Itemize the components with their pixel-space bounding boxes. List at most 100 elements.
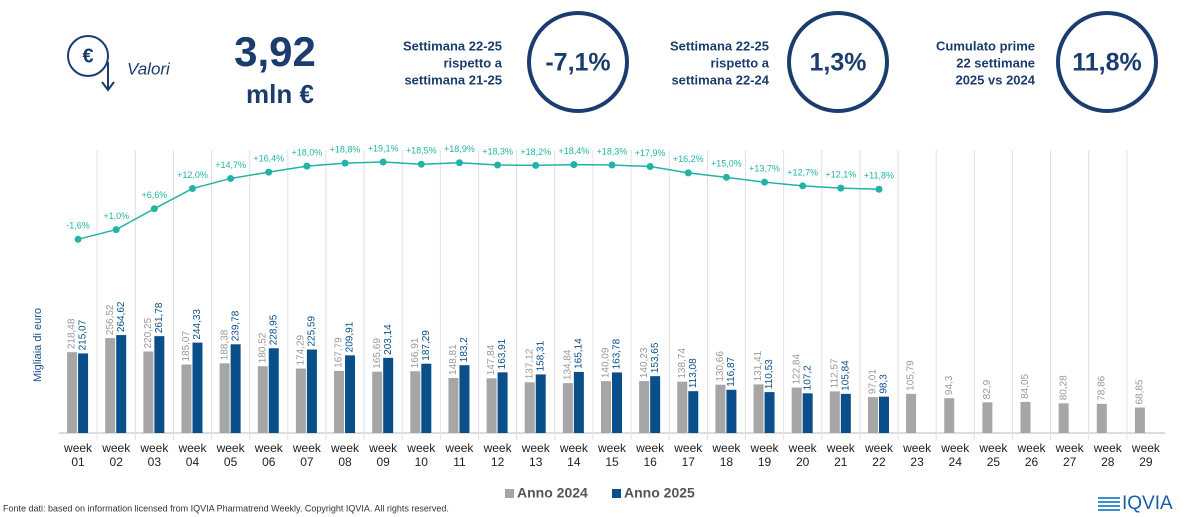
legend-label: Anno 2025 (624, 485, 695, 501)
growth-point (799, 182, 807, 190)
x-tick-label: week 07 (292, 441, 321, 469)
icon-arrow (101, 62, 115, 92)
bar (230, 344, 241, 433)
bar (448, 377, 459, 433)
bar (105, 338, 116, 433)
bar (421, 363, 432, 433)
growth-point (379, 158, 387, 166)
value-label: 166,91 (410, 337, 421, 368)
growth-point (188, 185, 196, 193)
value-label: 113,08 (688, 358, 699, 388)
growth-point (494, 161, 502, 169)
kpi-value: 1,3% (810, 49, 867, 77)
growth-label: +19,1% (368, 143, 399, 153)
x-tick-label: week 16 (636, 441, 665, 469)
value-label: 188,38 (219, 329, 230, 360)
growth-label: +18,3% (597, 146, 628, 156)
legend-swatch (505, 489, 514, 498)
x-tick-label: week 27 (1055, 441, 1084, 469)
value-label: 122,84 (791, 354, 802, 385)
x-tick-label: week 21 (826, 441, 855, 469)
x-tick-label: week 17 (674, 441, 703, 469)
legend-swatch (612, 489, 621, 498)
bar (688, 391, 699, 433)
bar (410, 371, 421, 433)
value-label: 158,31 (535, 340, 546, 371)
x-tick-label: week 28 (1093, 441, 1122, 469)
growth-label: +18,5% (406, 146, 437, 156)
bar (154, 336, 165, 433)
bar (791, 387, 802, 433)
bar (1096, 403, 1107, 433)
growth-label: +17,9% (635, 148, 666, 158)
bar (257, 366, 268, 433)
bar (181, 364, 192, 433)
x-tick-label: week 05 (216, 441, 245, 469)
value-label: 261,78 (154, 302, 165, 333)
value-label: 107,2 (802, 365, 813, 390)
x-tick-label: week 09 (369, 441, 398, 469)
bar (192, 342, 203, 433)
x-tick-label: week 13 (521, 441, 550, 469)
kpi-label: rispetto a (710, 55, 769, 70)
x-tick-label: week 25 (979, 441, 1008, 469)
growth-label: +1,0% (103, 211, 129, 221)
growth-label: +18,2% (520, 147, 551, 157)
x-tick-label: week 14 (559, 441, 588, 469)
value-label: 165,14 (574, 338, 585, 369)
bar (802, 393, 813, 433)
source-note: Fonte dati: based on information license… (3, 503, 449, 513)
bar (906, 393, 917, 433)
value-label: 94,3 (944, 375, 955, 395)
x-tick-label: week 26 (1017, 441, 1046, 469)
value-label: 140,23 (639, 347, 650, 378)
x-tick-label: week 12 (483, 441, 512, 469)
icon-glyph: € (82, 45, 93, 67)
bar (383, 357, 394, 433)
value-label: 256,52 (105, 304, 116, 335)
bar (562, 383, 573, 433)
growth-label: +15,0% (711, 159, 742, 169)
value-label: 140,09 (601, 347, 612, 378)
kpi-label: settimana 21-25 (404, 72, 502, 87)
growth-label: +14,7% (215, 160, 246, 170)
value-label: 228,95 (268, 314, 279, 345)
bar (982, 402, 993, 433)
header-label: Valori (127, 59, 171, 78)
x-tick-label: week 02 (102, 441, 131, 469)
growth-point (532, 161, 540, 169)
bar (67, 352, 78, 433)
kpi-label: settimana 22-24 (671, 72, 769, 87)
icon-circle (67, 35, 109, 77)
value-label: 130,66 (715, 351, 726, 382)
value-label: 174,29 (296, 334, 307, 365)
bar (535, 374, 546, 433)
growth-label: +18,8% (330, 145, 361, 155)
growth-label: +18,0% (292, 148, 323, 158)
bar (1058, 403, 1069, 433)
value-label: 163,78 (612, 338, 623, 369)
bar (878, 396, 889, 433)
kpi-circle (1056, 11, 1158, 113)
growth-point (227, 174, 235, 182)
growth-label: +18,3% (482, 146, 513, 156)
bar (650, 376, 661, 433)
growth-label: +12,7% (787, 167, 818, 177)
x-tick-label: week 22 (864, 441, 893, 469)
growth-point (455, 159, 463, 167)
growth-line (77, 161, 879, 241)
growth-label: -1,6% (66, 221, 90, 231)
value-label: 68,85 (1135, 379, 1146, 404)
bar (601, 381, 611, 433)
bar (116, 335, 127, 433)
growth-point (150, 205, 158, 213)
kpi-circle (527, 11, 629, 113)
x-tick-label: week 11 (445, 441, 474, 469)
growth-point (74, 235, 82, 243)
growth-label: +11,8% (864, 171, 894, 181)
value-label: 138,74 (677, 348, 688, 379)
growth-point (722, 173, 730, 181)
value-label: 110,53 (764, 359, 775, 389)
bar (306, 349, 317, 433)
